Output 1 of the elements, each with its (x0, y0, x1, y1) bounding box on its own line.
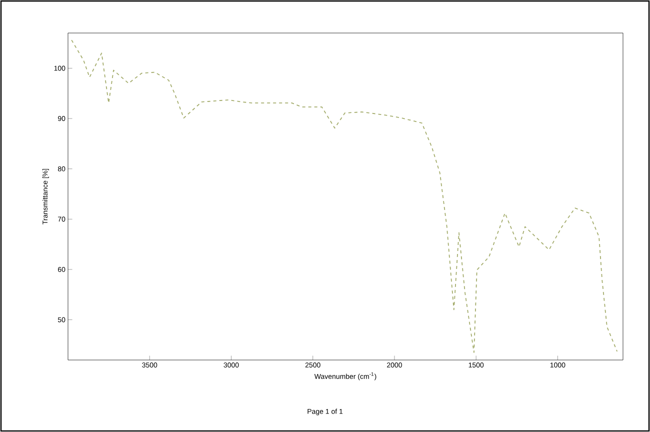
line-series (71, 40, 618, 353)
